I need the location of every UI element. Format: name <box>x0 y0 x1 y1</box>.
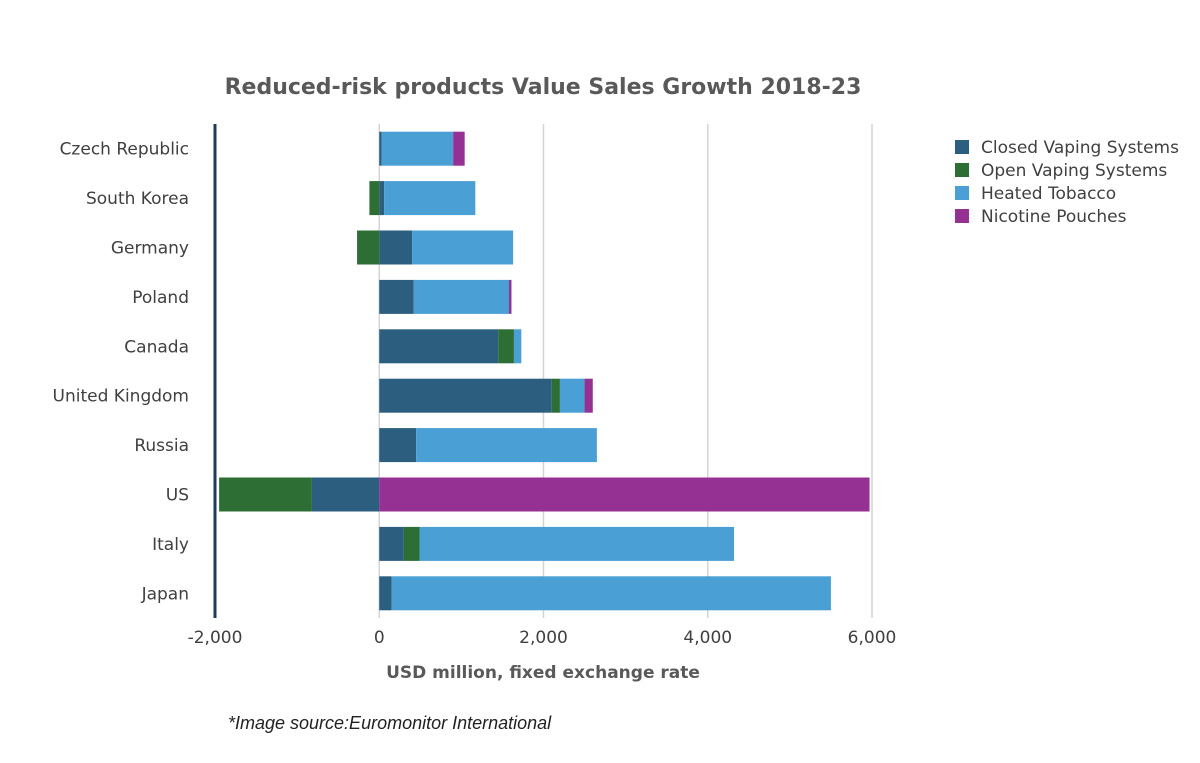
bar-segment <box>419 526 735 561</box>
bar-segment <box>379 279 414 314</box>
bar-segment <box>509 279 512 314</box>
x-tick-labels: -2,000 0 2,000 4,000 6,000 <box>188 628 897 648</box>
x-tick-label: 6,000 <box>848 628 897 648</box>
bar-segment <box>379 131 382 166</box>
category-label: US <box>166 486 189 506</box>
bar-segment <box>391 576 831 611</box>
legend-label: Open Vaping Systems <box>981 161 1167 181</box>
bar-segment <box>513 329 522 364</box>
x-tick-label: -2,000 <box>188 628 243 648</box>
chart-title: Reduced-risk products Value Sales Growth… <box>225 75 862 100</box>
bar-segment <box>369 181 380 216</box>
bar-segment <box>379 576 392 611</box>
bar-segment <box>379 329 499 364</box>
bar-segment <box>311 477 380 512</box>
category-label: Russia <box>134 436 189 456</box>
bar-segment <box>379 477 870 512</box>
bar-segment <box>413 279 510 314</box>
bar-segment <box>384 181 476 216</box>
legend-swatch <box>955 186 969 200</box>
bar-segment <box>559 378 585 413</box>
bar-segment <box>412 230 514 265</box>
bar-segment <box>219 477 312 512</box>
category-label: Germany <box>111 239 189 259</box>
bar-segment <box>379 428 417 463</box>
bar-segment <box>453 131 465 166</box>
legend-label: Closed Vaping Systems <box>981 138 1179 158</box>
category-label: Czech Republic <box>60 140 189 160</box>
x-tick-label: 4,000 <box>683 628 732 648</box>
x-axis-label: USD million, fixed exchange rate <box>386 663 700 683</box>
category-label: South Korea <box>86 189 189 209</box>
x-tick-label: 0 <box>374 628 385 648</box>
bar-segment <box>584 378 593 413</box>
legend-label: Nicotine Pouches <box>981 207 1127 227</box>
x-tick-label: 2,000 <box>519 628 568 648</box>
legend-swatch <box>955 163 969 177</box>
bar-segment <box>403 526 420 561</box>
bars <box>219 131 870 611</box>
bar-segment <box>381 131 454 166</box>
category-label: Canada <box>124 337 189 357</box>
category-label: Japan <box>141 584 189 604</box>
bar-segment <box>357 230 380 265</box>
legend-swatch <box>955 209 969 223</box>
bar-segment <box>379 526 404 561</box>
bar-segment <box>416 428 597 463</box>
legend-label: Heated Tobacco <box>981 184 1116 204</box>
bar-segment <box>379 378 552 413</box>
legend-swatch <box>955 140 969 154</box>
bar-segment <box>498 329 514 364</box>
category-labels: Czech Republic South Korea Germany Poland Ca… <box>53 140 189 605</box>
legend: Closed Vaping Systems Open Vaping Systems… <box>955 138 1179 227</box>
source-note: *Image source:Euromonitor International <box>228 713 552 733</box>
bar-segment <box>551 378 560 413</box>
category-label: United Kingdom <box>53 387 189 407</box>
bar-segment <box>379 181 385 216</box>
category-label: Italy <box>152 535 189 555</box>
bar-segment <box>379 230 413 265</box>
category-label: Poland <box>132 288 189 308</box>
